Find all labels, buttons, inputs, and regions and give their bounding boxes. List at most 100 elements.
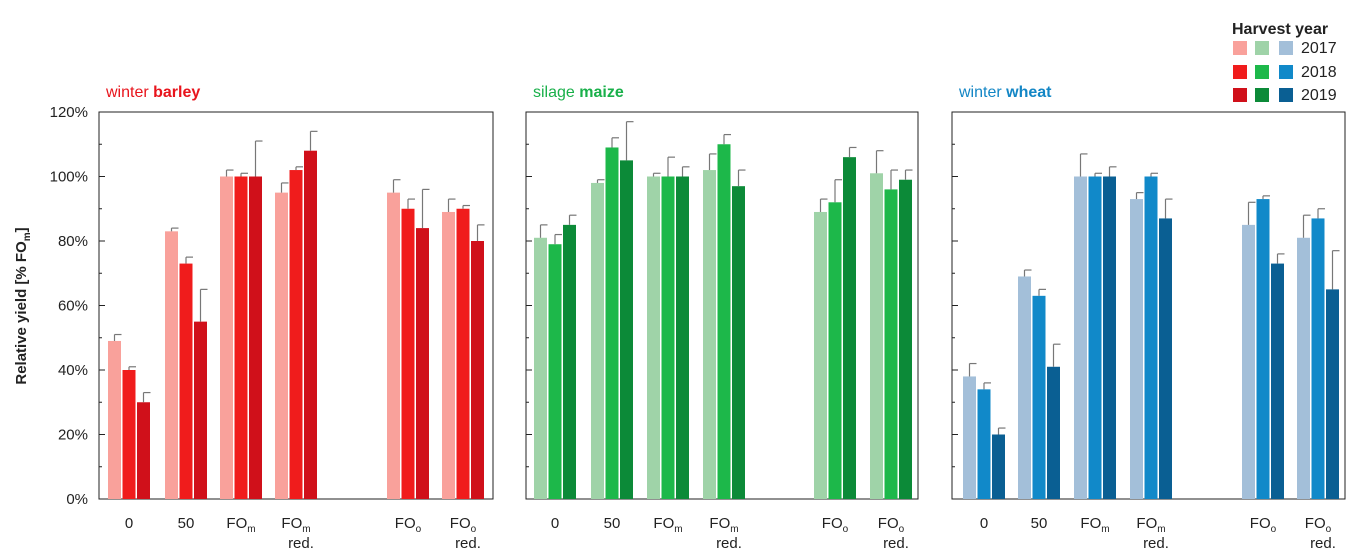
error-bar bbox=[170, 227, 179, 232]
legend-label-2018: 2018 bbox=[1301, 64, 1337, 81]
bar-wheat-2019-3 bbox=[1159, 218, 1172, 500]
x-tick-label: FOo bbox=[450, 515, 477, 535]
y-axis-label-main: Relative yield [% FO bbox=[13, 241, 30, 385]
error-bar bbox=[708, 153, 717, 171]
x-tick-main: 50 bbox=[604, 515, 621, 532]
bar-wheat-2019-4 bbox=[1271, 263, 1284, 499]
error-bar bbox=[568, 214, 577, 225]
x-tick-label: FOm bbox=[281, 515, 310, 535]
bar-barley-2018-2 bbox=[234, 176, 248, 499]
x-tick-sub: m bbox=[247, 524, 255, 535]
x-tick-line2: red. bbox=[455, 535, 481, 552]
x-tick-label: FOm bbox=[709, 515, 738, 535]
panel-title-prefix: silage bbox=[533, 84, 579, 101]
error-bar bbox=[611, 137, 619, 148]
legend-swatch-wheat-2017 bbox=[1279, 41, 1293, 55]
error-bar bbox=[875, 150, 884, 174]
bar-barley-2018-0 bbox=[122, 370, 136, 499]
error-bar bbox=[407, 198, 415, 209]
x-tick-sub: m bbox=[674, 524, 682, 535]
error-bar bbox=[723, 133, 731, 145]
x-tick-main: 0 bbox=[980, 515, 988, 532]
panel-title-prefix: winter bbox=[958, 84, 1006, 101]
bar-barley-2017-2 bbox=[220, 176, 233, 499]
bar-maize-2017-1 bbox=[591, 182, 604, 499]
error-bar bbox=[1150, 172, 1158, 177]
x-tick-label: FOo bbox=[822, 515, 849, 535]
bar-maize-2017-2 bbox=[647, 176, 660, 499]
bar-maize-2017-0 bbox=[534, 237, 547, 499]
error-bar bbox=[1262, 195, 1270, 200]
x-tick-main: 0 bbox=[125, 515, 133, 532]
bar-wheat-2019-0 bbox=[992, 434, 1005, 499]
legend-swatch-wheat-2019 bbox=[1279, 88, 1293, 102]
bar-maize-2018-5 bbox=[884, 189, 898, 499]
bar-barley-2018-3 bbox=[289, 170, 303, 500]
bar-wheat-2017-5 bbox=[1297, 237, 1310, 499]
x-tick-label: FOo bbox=[878, 515, 905, 535]
error-bar bbox=[462, 204, 470, 209]
error-bar bbox=[1108, 166, 1117, 177]
error-bar bbox=[199, 288, 208, 322]
bar-maize-2019-2 bbox=[676, 176, 689, 499]
bar-wheat-2017-1 bbox=[1018, 276, 1031, 499]
error-bar bbox=[848, 146, 857, 158]
error-bar bbox=[254, 140, 263, 177]
x-tick-main: FO bbox=[395, 515, 416, 532]
bar-barley-2017-3 bbox=[275, 192, 288, 499]
error-bar bbox=[1052, 343, 1061, 367]
error-bar bbox=[309, 130, 318, 151]
error-bar bbox=[667, 156, 675, 177]
error-bar bbox=[997, 427, 1006, 435]
error-bar bbox=[185, 256, 193, 264]
bar-wheat-2017-2 bbox=[1074, 176, 1087, 499]
error-bar bbox=[225, 169, 234, 177]
legend-swatch-barley-2017 bbox=[1233, 41, 1247, 55]
error-bar bbox=[1276, 253, 1285, 264]
error-bar bbox=[1164, 198, 1173, 219]
y-tick-label: 80% bbox=[58, 233, 88, 250]
bar-maize-2018-1 bbox=[605, 147, 619, 499]
x-tick-main: FO bbox=[281, 515, 302, 532]
panel-title-bold: maize bbox=[579, 84, 624, 101]
x-tick-main: FO bbox=[822, 515, 843, 532]
error-bar bbox=[539, 224, 548, 238]
error-bar bbox=[834, 179, 842, 203]
error-bar bbox=[983, 382, 991, 390]
legend-label-2017: 2017 bbox=[1301, 40, 1337, 57]
x-tick-label: 50 bbox=[178, 515, 195, 532]
error-bar bbox=[904, 169, 913, 180]
x-tick-label: 50 bbox=[604, 515, 621, 532]
bar-wheat-2017-0 bbox=[963, 376, 976, 499]
bar-wheat-2017-4 bbox=[1242, 224, 1255, 499]
bar-barley-2019-4 bbox=[416, 228, 429, 499]
x-tick-main: 50 bbox=[1031, 515, 1048, 532]
y-tick-label: 60% bbox=[58, 298, 88, 315]
bar-barley-2019-1 bbox=[194, 321, 207, 499]
y-axis-label-sub: m bbox=[22, 232, 33, 241]
bar-wheat-2018-1 bbox=[1032, 295, 1046, 499]
x-tick-main: FO bbox=[709, 515, 730, 532]
legend-swatch-wheat-2018 bbox=[1279, 65, 1293, 79]
panel-title: winter wheat bbox=[958, 84, 1052, 101]
panel-title-prefix: winter bbox=[105, 84, 153, 101]
y-tick-label: 0% bbox=[66, 491, 88, 508]
error-bar bbox=[142, 391, 151, 403]
error-bar bbox=[1094, 172, 1102, 177]
bar-barley-2019-0 bbox=[137, 402, 150, 499]
x-tick-label: 0 bbox=[980, 515, 988, 532]
x-tick-label: FOm bbox=[653, 515, 682, 535]
legend-swatch-barley-2018 bbox=[1233, 65, 1247, 79]
bar-barley-2017-5 bbox=[442, 211, 455, 499]
error-bar bbox=[737, 169, 746, 187]
panel-title: silage maize bbox=[533, 84, 624, 101]
bar-wheat-2019-2 bbox=[1103, 176, 1116, 499]
error-bar bbox=[1038, 288, 1046, 296]
legend-swatch-barley-2019 bbox=[1233, 88, 1247, 102]
bar-maize-2019-3 bbox=[732, 186, 745, 500]
y-axis-label-end: ] bbox=[13, 227, 30, 232]
x-tick-main: FO bbox=[1250, 515, 1271, 532]
bar-wheat-2018-2 bbox=[1088, 176, 1102, 499]
bar-barley-2017-0 bbox=[108, 340, 121, 499]
